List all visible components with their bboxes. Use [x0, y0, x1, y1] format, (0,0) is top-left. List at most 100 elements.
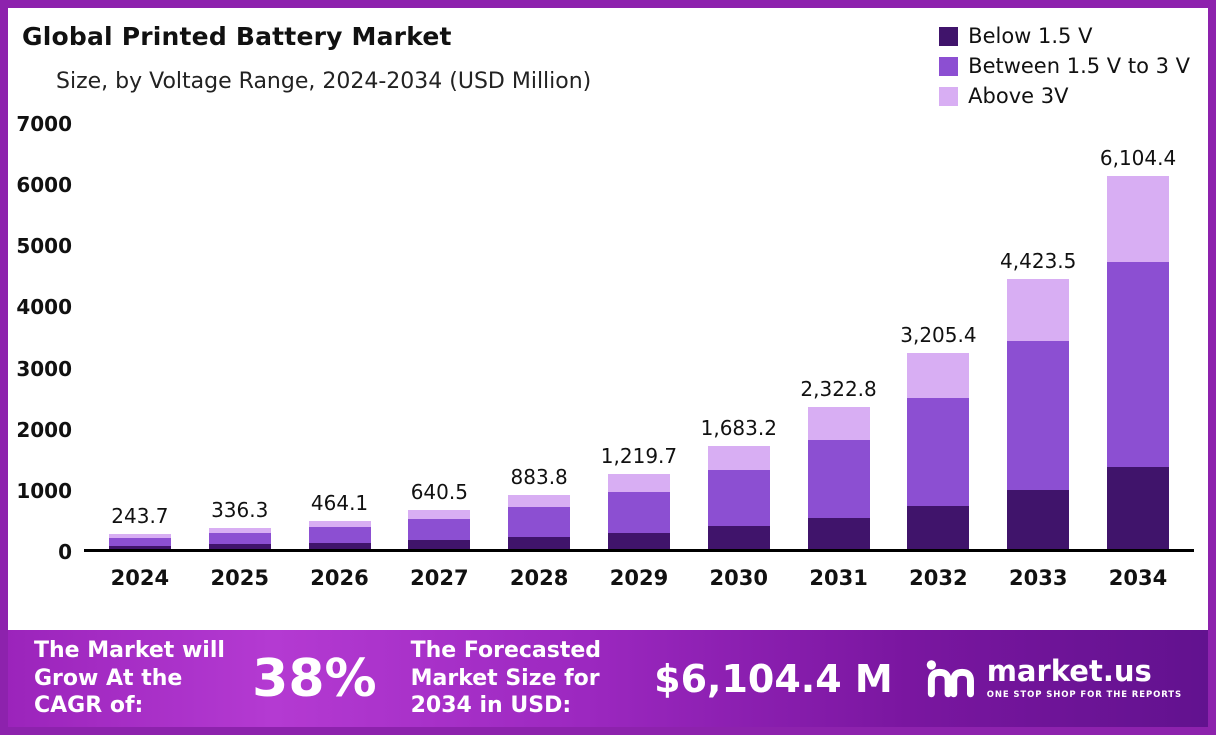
bar-segment: [208, 528, 271, 534]
bar-segment: [1007, 278, 1070, 341]
bar-value-label: 464.1: [310, 490, 369, 515]
y-axis-label: 5000: [16, 234, 72, 259]
bars-area: 243.7 336.3 464.1 640.5 883.8 1,219.7 1,683.2 2…: [84, 124, 1194, 552]
legend-item: Between 1.5 V to 3 V: [939, 54, 1190, 78]
x-axis-label: 2024: [110, 566, 170, 590]
legend-item: Above 3V: [939, 84, 1190, 108]
chart-subtitle: Size, by Voltage Range, 2024-2034 (USD M…: [56, 69, 592, 94]
x-axis: 2024 2025 2026 2027 2028 2029 2030 2031 2032 2033…: [84, 552, 1194, 590]
bar-segment: [907, 398, 970, 506]
plot-column: 243.7 336.3 464.1 640.5 883.8 1,219.7 1,683.2 2…: [84, 124, 1194, 590]
stacked-bar: [408, 509, 471, 549]
x-axis-label: 2030: [709, 566, 768, 590]
bar-column: 3,205.4: [889, 323, 989, 549]
x-axis-label: 2033: [1008, 566, 1068, 590]
bar-segment: [508, 537, 571, 549]
bar-value-label: 2,322.8: [800, 377, 877, 401]
y-axis-label: 4000: [16, 295, 72, 320]
bar-segment: [408, 509, 471, 519]
bar-segment: [807, 517, 870, 549]
y-axis-label: 7000: [16, 112, 72, 136]
legend-label: Below 1.5 V: [968, 24, 1093, 48]
x-axis-label: 2029: [609, 566, 669, 590]
x-axis-label: 2027: [410, 566, 469, 590]
x-axis-label: 2032: [909, 566, 968, 590]
bar-segment: [508, 507, 571, 538]
chart-area: 0 1000 2000 3000 4000 5000 6000 7000 243.7 336.3…: [8, 112, 1208, 590]
stacked-bar: [607, 474, 670, 549]
bar-segment: [408, 540, 471, 549]
bar-segment: [308, 542, 371, 549]
bar-segment: [607, 491, 670, 533]
y-axis-label: 2000: [16, 417, 72, 442]
x-axis-label: 2034: [1108, 566, 1168, 590]
chart-header: Global Printed Battery Market Size, by V…: [8, 8, 1208, 108]
stacked-bar: [108, 534, 171, 549]
bar-value-label: 336.3: [211, 498, 269, 523]
bar-segment: [707, 446, 770, 470]
bar-column: 6,104.4: [1088, 146, 1188, 549]
bar-segment: [1007, 489, 1070, 549]
stacked-bar: [1007, 278, 1070, 549]
cagr-label: The Market will Grow At the CAGR of:: [34, 638, 225, 719]
bar-value-label: 4,423.5: [1000, 248, 1077, 273]
stacked-bar: [907, 353, 970, 549]
y-axis: 0 1000 2000 3000 4000 5000 6000 7000: [10, 112, 84, 564]
bar-column: 883.8: [489, 465, 589, 549]
y-axis-label: 0: [58, 540, 72, 564]
x-axis-label: 2028: [509, 566, 569, 590]
bar-value-label: 1,683.2: [700, 416, 777, 441]
bar-column: 2,322.8: [789, 377, 889, 549]
bar-segment: [108, 534, 171, 538]
bar-segment: [607, 532, 670, 549]
bar-column: 464.1: [290, 491, 390, 549]
marketus-logo-icon: [923, 655, 977, 703]
stacked-bar: [508, 494, 571, 549]
title-block: Global Printed Battery Market Size, by V…: [22, 22, 591, 108]
bar-column: 243.7: [90, 504, 190, 549]
bar-column: 336.3: [190, 498, 290, 549]
bar-value-label: 243.7: [111, 504, 169, 529]
bar-value-label: 883.8: [510, 464, 568, 489]
bar-segment: [208, 544, 271, 549]
bar-column: 4,423.5: [988, 249, 1088, 549]
bar-column: 640.5: [389, 480, 489, 549]
bar-segment: [1107, 466, 1170, 549]
legend: Below 1.5 V Between 1.5 V to 3 V Above 3V: [939, 24, 1190, 108]
bar-segment: [1107, 261, 1170, 467]
bar-column: 1,219.7: [589, 444, 689, 549]
bar-segment: [707, 469, 770, 527]
stacked-bar: [208, 528, 271, 549]
bar-segment: [1007, 340, 1070, 490]
x-axis-label: 2026: [310, 566, 369, 590]
stacked-bar: [807, 407, 870, 549]
bar-segment: [907, 505, 970, 549]
chart-title: Global Printed Battery Market: [22, 22, 452, 51]
bar-segment: [108, 537, 171, 546]
bar-segment: [108, 545, 171, 549]
bar-segment: [308, 527, 371, 543]
bar-segment: [1107, 175, 1170, 262]
bar-segment: [607, 474, 670, 492]
legend-item: Below 1.5 V: [939, 24, 1190, 48]
bar-segment: [807, 407, 870, 440]
bar-segment: [208, 533, 271, 545]
logo-name: market.us: [986, 654, 1152, 688]
bar-segment: [907, 353, 970, 399]
legend-swatch: [939, 56, 959, 76]
logo-text-block: market.us ONE STOP SHOP FOR THE REPORTS: [986, 654, 1182, 701]
stacked-bar: [707, 446, 770, 549]
legend-swatch: [939, 26, 959, 46]
bar-segment: [707, 526, 770, 549]
stacked-bar: [1107, 175, 1170, 549]
y-axis-label: 1000: [16, 478, 72, 503]
legend-label: Between 1.5 V to 3 V: [968, 54, 1190, 78]
bar-value-label: 640.5: [410, 479, 468, 504]
forecast-value: $6,104.4 M: [654, 656, 893, 701]
marketus-logo: market.us ONE STOP SHOP FOR THE REPORTS: [923, 655, 1182, 703]
bar-segment: [308, 520, 371, 528]
bar-segment: [807, 439, 870, 518]
legend-label: Above 3V: [968, 84, 1069, 108]
y-axis-label: 6000: [16, 173, 72, 198]
